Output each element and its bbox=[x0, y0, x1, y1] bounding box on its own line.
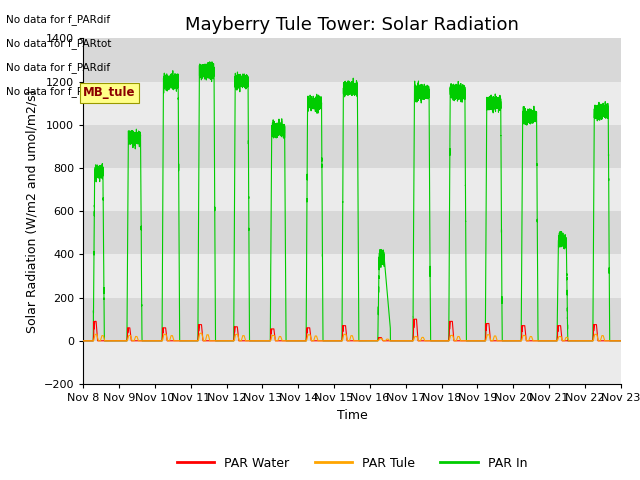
PAR Water bbox=[410, 316, 417, 322]
PAR In bbox=[79, 338, 87, 344]
Title: Mayberry Tule Tower: Solar Radiation: Mayberry Tule Tower: Solar Radiation bbox=[185, 16, 519, 34]
Text: No data for f_PARtot: No data for f_PARtot bbox=[6, 86, 112, 97]
PAR In bbox=[206, 59, 214, 65]
PAR In bbox=[498, 285, 506, 291]
PAR Tule bbox=[617, 338, 625, 344]
PAR Water bbox=[108, 338, 115, 344]
PAR In bbox=[483, 102, 491, 108]
PAR Water bbox=[422, 338, 430, 344]
PAR In bbox=[519, 116, 527, 121]
Bar bbox=[83, 82, 621, 125]
PAR Tule bbox=[422, 338, 430, 344]
PAR Water bbox=[511, 338, 519, 344]
Bar bbox=[83, 298, 621, 341]
PAR Water bbox=[519, 323, 527, 328]
Y-axis label: Solar Radiation (W/m2 and umol/m2/s): Solar Radiation (W/m2 and umol/m2/s) bbox=[25, 89, 38, 333]
Line: PAR Tule: PAR Tule bbox=[83, 333, 621, 341]
Bar bbox=[83, 168, 621, 211]
PAR Water bbox=[617, 338, 625, 344]
Text: No data for f_PARtot: No data for f_PARtot bbox=[6, 38, 112, 49]
PAR Tule bbox=[511, 338, 519, 344]
PAR In bbox=[617, 338, 625, 344]
PAR Water bbox=[498, 338, 506, 344]
PAR Tule bbox=[79, 338, 87, 344]
PAR Tule bbox=[108, 338, 115, 344]
Text: No data for f_PARdif: No data for f_PARdif bbox=[6, 62, 111, 73]
PAR Tule bbox=[483, 332, 491, 337]
PAR Tule bbox=[196, 330, 204, 336]
Line: PAR Water: PAR Water bbox=[83, 319, 621, 341]
PAR Tule bbox=[519, 334, 527, 339]
Text: No data for f_PARdif: No data for f_PARdif bbox=[6, 14, 111, 25]
X-axis label: Time: Time bbox=[337, 408, 367, 421]
Text: MB_tule: MB_tule bbox=[83, 86, 136, 99]
PAR In bbox=[422, 94, 430, 100]
PAR Tule bbox=[498, 338, 506, 344]
Legend: PAR Water, PAR Tule, PAR In: PAR Water, PAR Tule, PAR In bbox=[172, 452, 532, 475]
PAR In bbox=[511, 338, 519, 344]
Bar bbox=[83, 341, 621, 384]
Bar bbox=[83, 211, 621, 254]
PAR In bbox=[108, 338, 115, 344]
Line: PAR In: PAR In bbox=[83, 62, 621, 341]
Bar bbox=[83, 125, 621, 168]
Bar bbox=[83, 38, 621, 82]
Bar bbox=[83, 254, 621, 298]
PAR Water bbox=[483, 321, 491, 326]
PAR Water bbox=[79, 338, 87, 344]
